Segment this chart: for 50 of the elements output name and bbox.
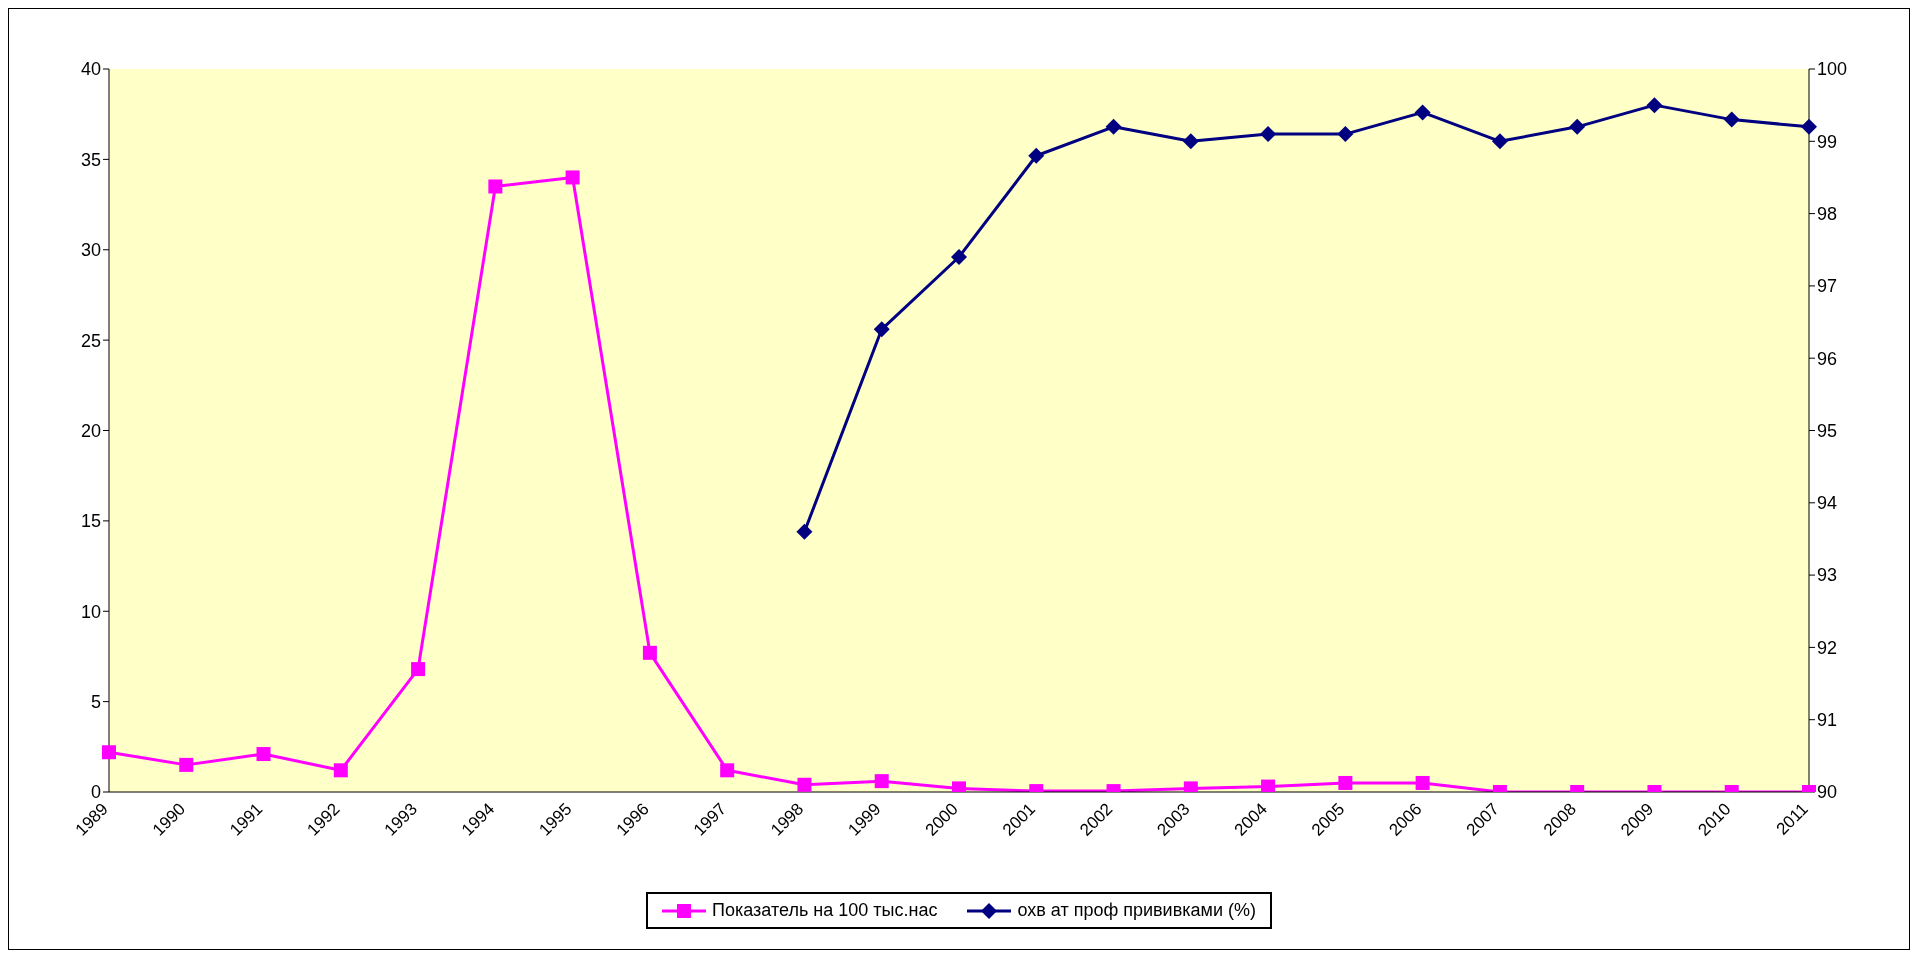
- y2-tick-label: 93: [1817, 565, 1838, 586]
- y2-tick-label: 97: [1817, 276, 1838, 297]
- y2-tick-label: 100: [1817, 59, 1848, 80]
- point: [1028, 147, 1045, 164]
- point: [1182, 133, 1199, 150]
- y-tick-label: 35: [80, 149, 101, 170]
- point: [1414, 104, 1431, 121]
- point: [951, 248, 967, 265]
- point: [873, 321, 890, 338]
- point: [1569, 118, 1586, 135]
- y-tick-label: 0: [90, 782, 101, 803]
- legend-label: охв ат проф прививками (%): [1017, 900, 1256, 921]
- point: [1338, 775, 1353, 790]
- point: [411, 662, 426, 677]
- point: [874, 774, 889, 789]
- y-tick-label: 5: [90, 692, 101, 713]
- y2-tick-label: 96: [1817, 348, 1838, 369]
- point: [796, 523, 813, 540]
- legend-label: Показатель на 100 тыс.нас: [712, 900, 938, 921]
- y-tick-label: 15: [80, 511, 101, 532]
- point: [1105, 118, 1122, 135]
- point: [1260, 126, 1277, 143]
- point: [488, 179, 503, 194]
- y-tick-label: 40: [80, 59, 101, 80]
- point: [565, 170, 580, 185]
- point: [256, 747, 271, 762]
- y2-tick-label: 92: [1817, 637, 1838, 658]
- y-tick-label: 20: [80, 420, 101, 441]
- point: [333, 763, 348, 778]
- point: [642, 645, 657, 660]
- y-tick-label: 25: [80, 330, 101, 351]
- y2-tick-label: 98: [1817, 203, 1838, 224]
- point: [1801, 118, 1817, 135]
- point: [1337, 126, 1354, 143]
- y2-tick-label: 90: [1817, 782, 1838, 803]
- y-tick-label: 30: [80, 240, 101, 261]
- point: [1415, 775, 1430, 790]
- y-tick-label: 10: [80, 601, 101, 622]
- y2-tick-label: 91: [1817, 710, 1838, 731]
- point: [1723, 111, 1740, 128]
- point: [1646, 97, 1663, 114]
- point: [1491, 133, 1508, 150]
- point: [720, 763, 735, 778]
- point: [179, 757, 194, 772]
- point: [1261, 779, 1276, 792]
- y2-tick-label: 94: [1817, 493, 1838, 514]
- y2-tick-label: 99: [1817, 131, 1838, 152]
- point: [797, 777, 812, 792]
- y2-tick-label: 95: [1817, 420, 1838, 441]
- point: [102, 745, 116, 760]
